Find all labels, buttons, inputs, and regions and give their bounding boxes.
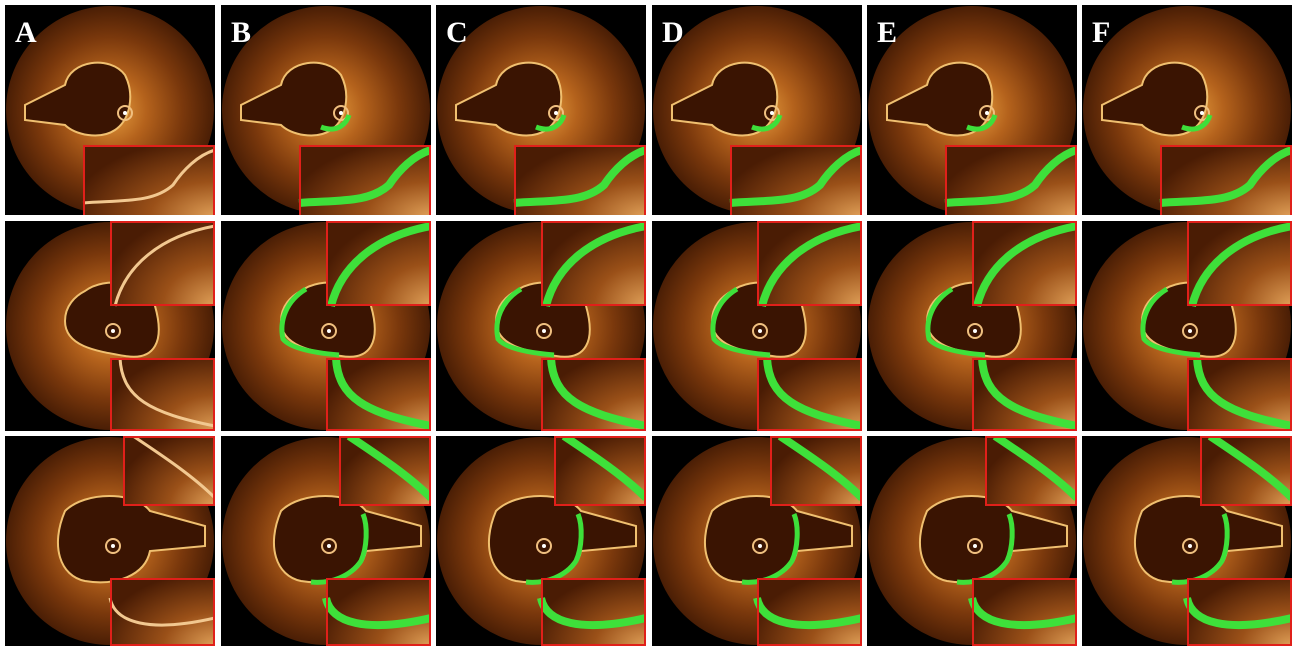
catheter-core [327, 329, 331, 333]
inset [1187, 221, 1292, 306]
catheter-core [758, 544, 762, 548]
oct-panel [1082, 221, 1292, 431]
catheter-core [1188, 544, 1192, 548]
inset [1187, 358, 1292, 431]
inset-image [972, 578, 1077, 646]
catheter-core [1188, 329, 1192, 333]
catheter-core [985, 111, 989, 115]
panel-label: E [877, 16, 897, 49]
inset [541, 358, 646, 431]
oct-panel [1082, 5, 1292, 217]
panel-label: D [662, 16, 684, 49]
oct-panel [652, 221, 862, 431]
catheter-core [973, 329, 977, 333]
inset [299, 145, 431, 217]
inset [554, 436, 646, 506]
inset [541, 578, 646, 646]
oct-panel [867, 436, 1077, 646]
inset [1200, 436, 1292, 506]
catheter-core [339, 111, 343, 115]
inset [83, 145, 215, 217]
inset [110, 221, 215, 306]
catheter-core [1200, 111, 1204, 115]
oct-panel [436, 436, 646, 646]
inset-image [541, 578, 646, 646]
inset [123, 436, 215, 506]
inset [945, 145, 1077, 217]
inset-image [123, 436, 215, 506]
inset [339, 436, 431, 506]
oct-panel [221, 436, 431, 646]
oct-panel [5, 436, 215, 646]
inset-image [326, 578, 431, 646]
inset-image [1187, 221, 1292, 306]
inset-image [1187, 578, 1292, 646]
panel-label: A [15, 16, 37, 49]
oct-panel [221, 221, 431, 431]
panel-label: C [446, 16, 468, 49]
catheter-core [554, 111, 558, 115]
inset [757, 578, 862, 646]
oct-panel [436, 221, 646, 431]
oct-panel [652, 436, 862, 646]
catheter-core [542, 544, 546, 548]
inset-image [770, 436, 862, 506]
inset-image [757, 578, 862, 646]
inset [730, 145, 862, 217]
oct-panel [5, 221, 215, 431]
inset [985, 436, 1077, 506]
inset-image [972, 221, 1077, 306]
oct-panel [221, 5, 431, 217]
panel-label: F [1092, 16, 1110, 49]
figure: A B C D E F [0, 0, 1298, 646]
oct-panel [867, 5, 1077, 217]
inset-image [110, 221, 215, 306]
inset-image [1200, 436, 1292, 506]
catheter-core [973, 544, 977, 548]
catheter-core [123, 111, 127, 115]
inset [110, 578, 215, 646]
inset [110, 358, 215, 431]
inset [1160, 145, 1292, 217]
inset-image [985, 436, 1077, 506]
inset-image [83, 145, 215, 217]
inset-image [541, 221, 646, 306]
inset [1187, 578, 1292, 646]
inset [757, 358, 862, 431]
inset-image [110, 578, 215, 646]
inset-image [554, 436, 646, 506]
inset [972, 221, 1077, 306]
inset [514, 145, 646, 217]
inset [972, 578, 1077, 646]
inset [770, 436, 862, 506]
catheter-core [758, 329, 762, 333]
catheter-core [542, 329, 546, 333]
catheter-core [327, 544, 331, 548]
inset [972, 358, 1077, 431]
inset [326, 358, 431, 431]
inset-image [757, 221, 862, 306]
inset-image [339, 436, 431, 506]
inset-image [110, 358, 215, 431]
inset [757, 221, 862, 306]
oct-panel [867, 221, 1077, 431]
inset [326, 221, 431, 306]
panel-label: B [231, 16, 251, 49]
inset [326, 578, 431, 646]
catheter-core [111, 544, 115, 548]
inset-image [326, 221, 431, 306]
catheter-core [111, 329, 115, 333]
inset [541, 221, 646, 306]
oct-panel [1082, 436, 1292, 646]
catheter-core [770, 111, 774, 115]
